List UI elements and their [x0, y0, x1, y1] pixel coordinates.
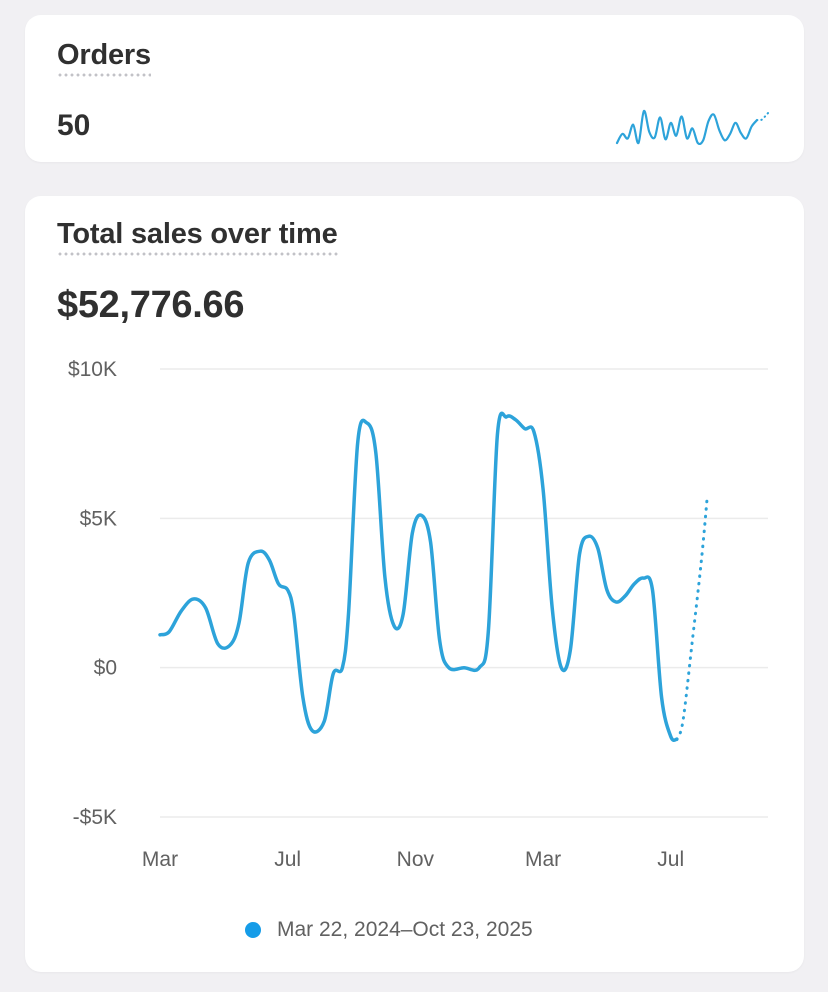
sales-value: $52,776.66 — [57, 284, 245, 326]
x-tick-label: Mar — [525, 848, 561, 871]
sales-line-chart: $10K $5K $0 -$5K Mar Jul Nov Mar Jul — [68, 358, 768, 871]
x-tick-label: Mar — [142, 848, 178, 871]
sales-series-line — [158, 411, 679, 742]
y-tick-label: $5K — [80, 507, 117, 530]
legend-label: Mar 22, 2024–Oct 23, 2025 — [277, 918, 533, 941]
sparkline-line — [615, 109, 759, 145]
sparkline-projection — [756, 110, 770, 122]
y-tick-label: $0 — [94, 657, 117, 680]
y-tick-label: -$5K — [73, 806, 117, 829]
y-tick-label: $10K — [68, 358, 117, 381]
orders-value: 50 — [57, 109, 91, 142]
x-tick-label: Jul — [274, 848, 301, 871]
orders-title[interactable]: Orders — [57, 39, 151, 77]
sales-card[interactable]: Total sales over time $52,776.66 $10K $5K… — [25, 196, 804, 972]
x-tick-label: Nov — [397, 848, 435, 871]
chart-legend: Mar 22, 2024–Oct 23, 2025 — [245, 918, 533, 942]
orders-card[interactable]: Orders 50 — [25, 15, 804, 162]
sales-series-projection-line — [675, 495, 709, 741]
legend-marker — [245, 922, 261, 938]
sales-title[interactable]: Total sales over time — [57, 218, 338, 256]
x-tick-label: Jul — [657, 848, 684, 871]
orders-sparkline — [615, 109, 770, 145]
